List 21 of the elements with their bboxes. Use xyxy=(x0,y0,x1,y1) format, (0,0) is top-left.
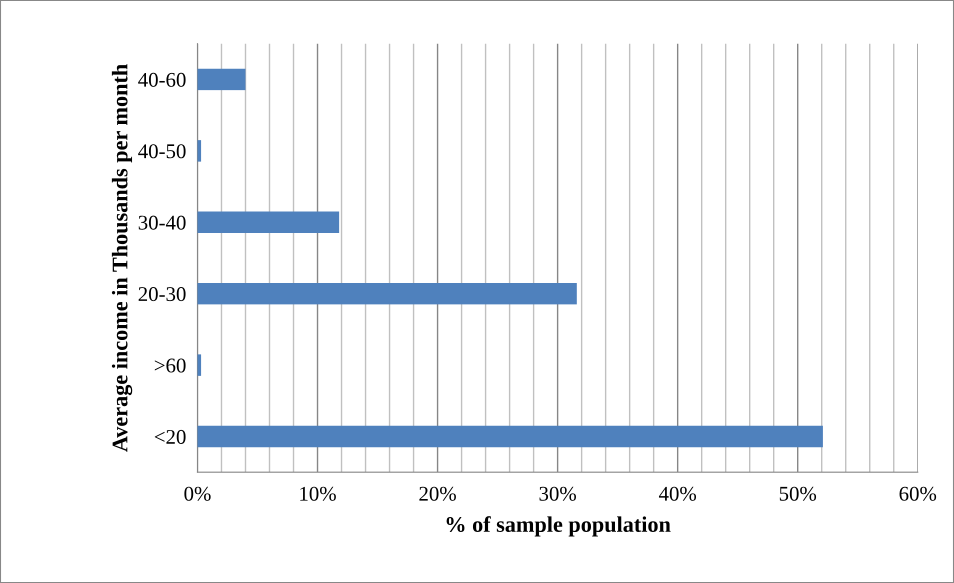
x-tick-label: 60% xyxy=(900,486,936,501)
y-tick-label: <20 xyxy=(154,430,186,444)
y-tick-label: >60 xyxy=(154,358,186,373)
x-tick-label: 0% xyxy=(184,486,211,501)
x-tick-label: 30% xyxy=(540,486,576,501)
bar xyxy=(197,68,246,90)
y-tick-label: 40-60 xyxy=(138,72,186,87)
x-tick-label: 20% xyxy=(419,486,456,501)
bar xyxy=(197,282,577,304)
bar xyxy=(197,212,340,233)
y-tick-label: 30-40 xyxy=(138,216,186,230)
bar xyxy=(197,140,202,162)
x-tick-label: 40% xyxy=(658,486,696,501)
y-axis-title: Average income in Thousands per month xyxy=(112,64,132,452)
bar xyxy=(197,354,202,376)
x-axis-title: % of sample population xyxy=(446,516,671,536)
x-tick-label: 50% xyxy=(780,486,816,501)
y-tick-label: 20-30 xyxy=(138,287,186,302)
y-tick-label: 40-50 xyxy=(138,144,186,158)
bar xyxy=(197,426,823,448)
x-tick-label: 10% xyxy=(300,486,336,501)
